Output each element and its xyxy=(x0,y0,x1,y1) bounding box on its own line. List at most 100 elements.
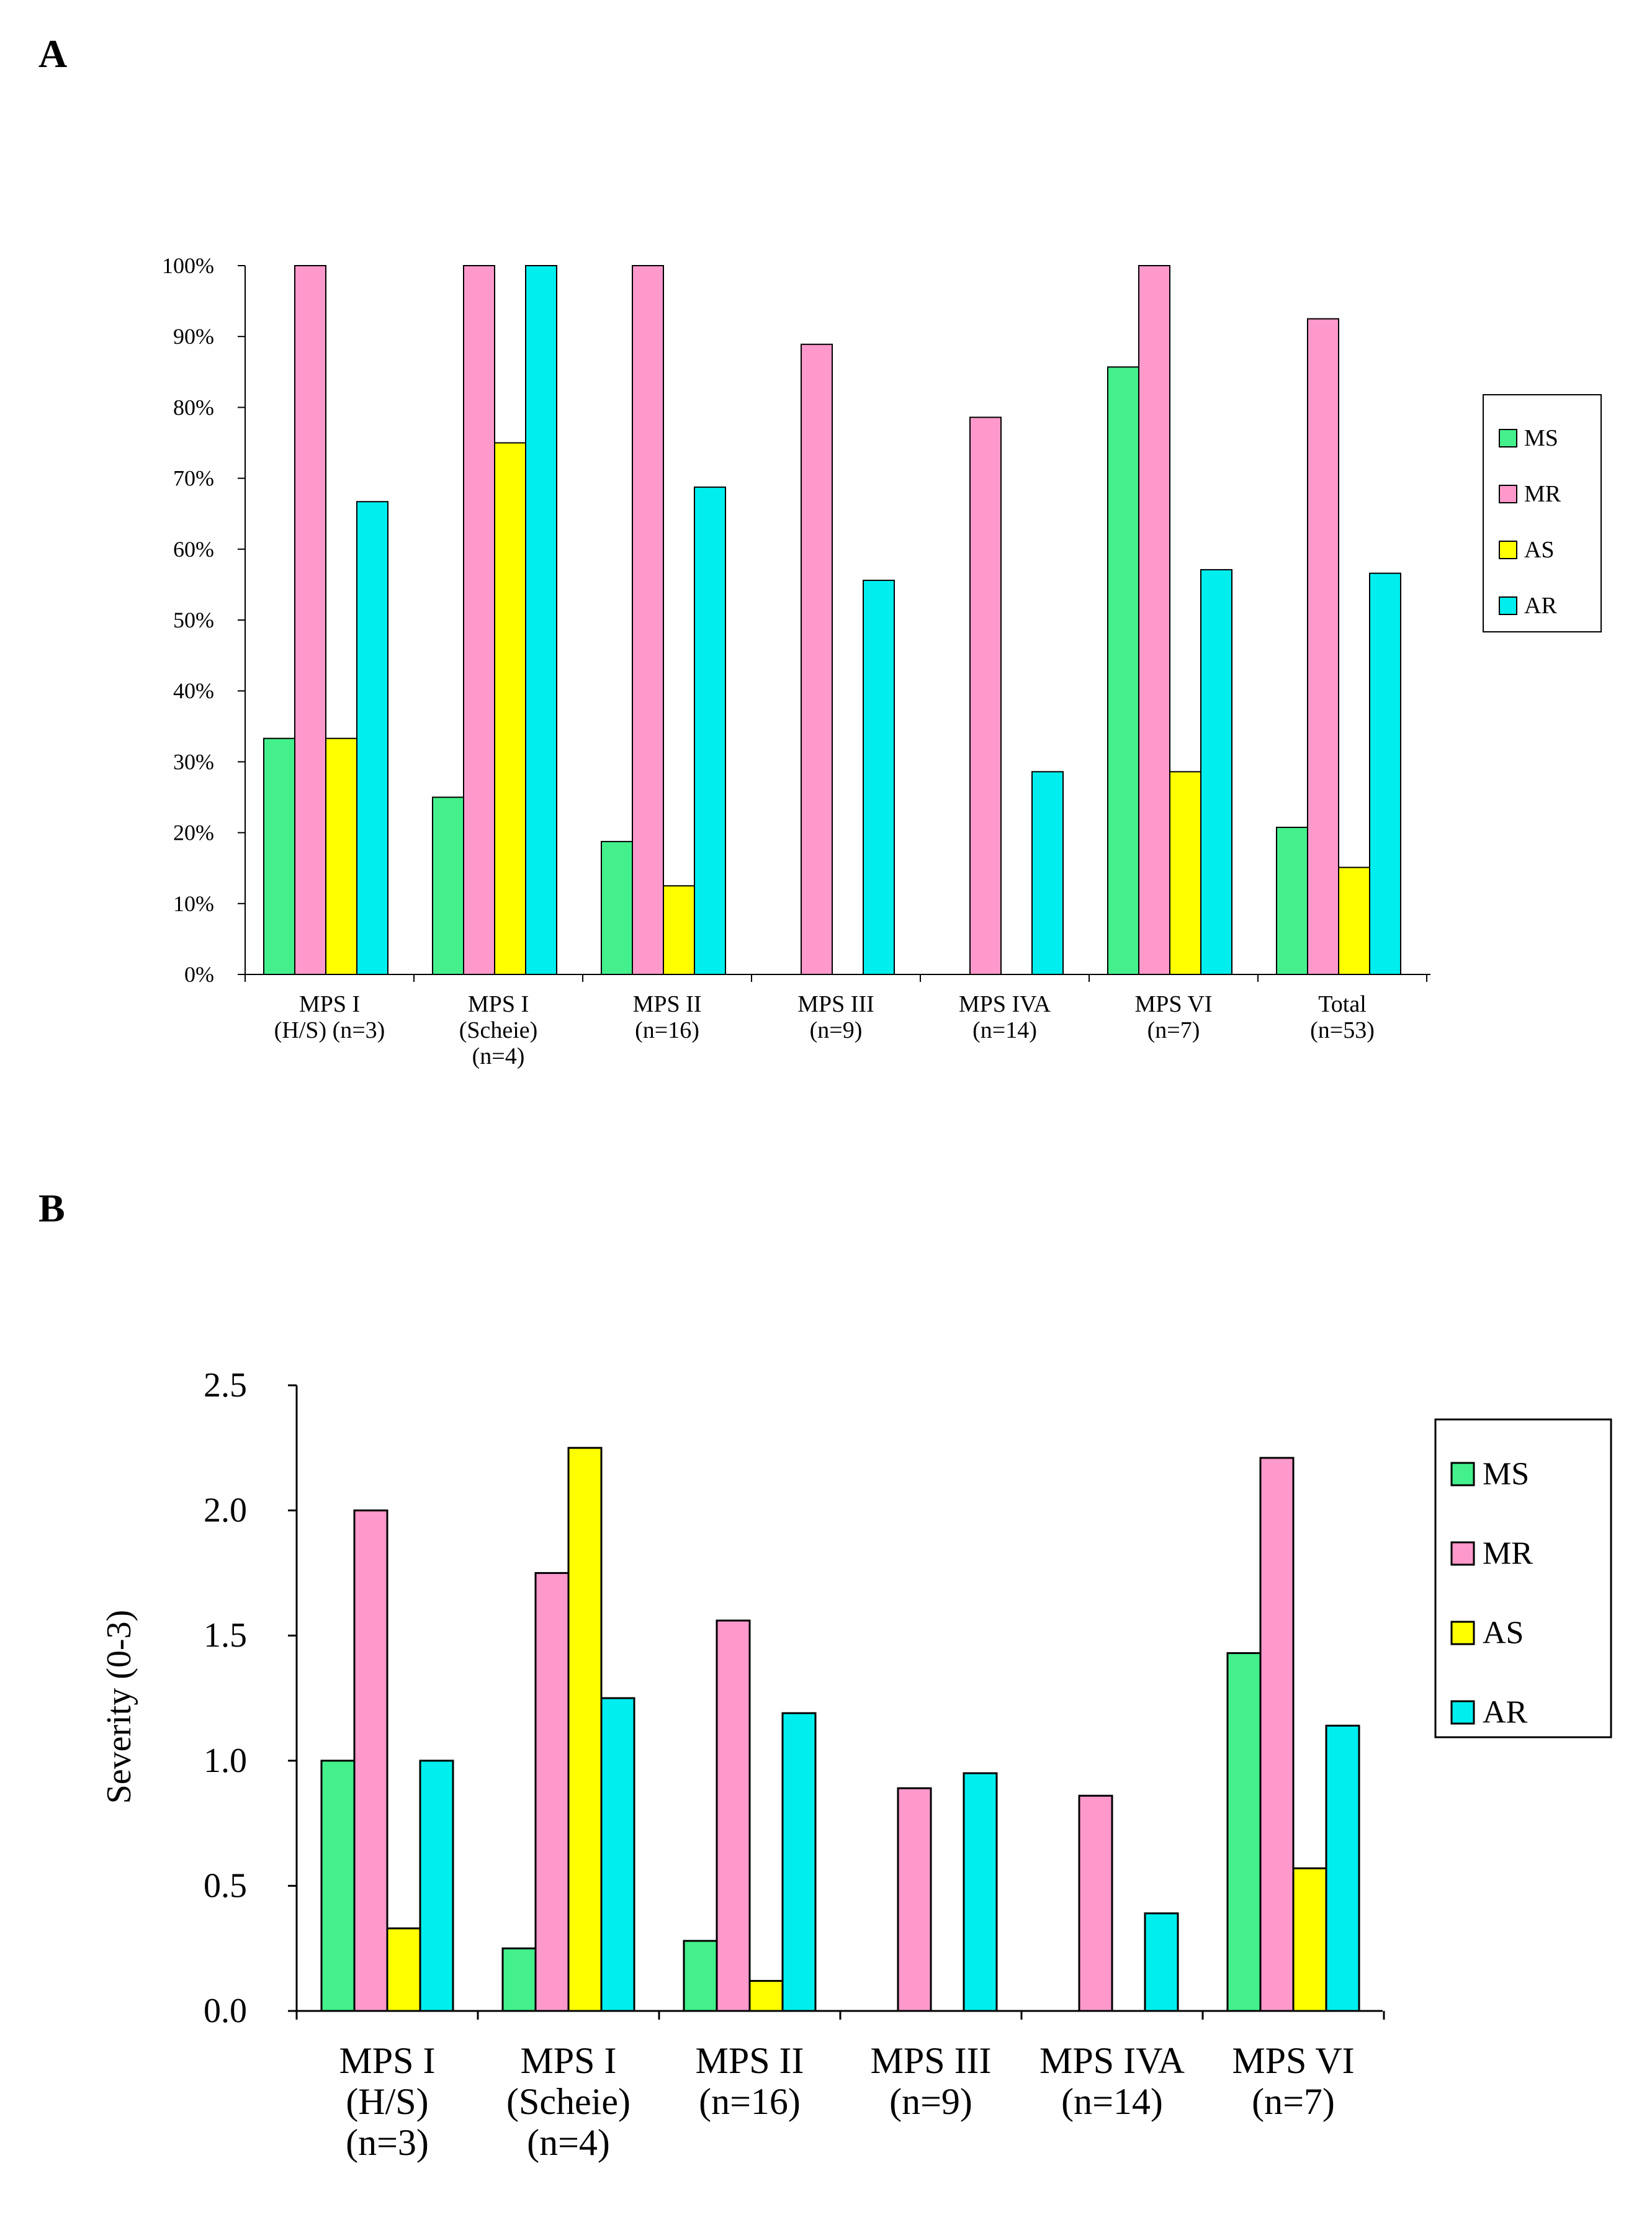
chart-a-bar-ms xyxy=(432,796,464,975)
chart-b-x-tick-label: MPS III xyxy=(870,2040,991,2081)
chart-a-legend-swatch-ar xyxy=(1499,596,1517,615)
chart-a-legend-label: MR xyxy=(1524,481,1561,507)
chart-a-x-tick-label: MPS VI xyxy=(1135,991,1213,1017)
chart-b-legend-swatch-as xyxy=(1450,1621,1475,1645)
chart-a-bar-mr xyxy=(294,265,326,975)
chart-b-x-tick-label: MPS VI xyxy=(1232,2040,1354,2081)
chart-a-bar-ms xyxy=(1107,366,1139,975)
chart-a-x-tick-label: Total xyxy=(1318,991,1367,1017)
chart-a-bar-as xyxy=(663,885,695,975)
chart-a-y-tick-label: 0% xyxy=(184,962,214,987)
chart-b-x-tick-label: (Scheie) xyxy=(506,2081,631,2122)
chart-b-legend-label: AS xyxy=(1483,1616,1524,1651)
chart-b-y-tick-label: 1.5 xyxy=(204,1616,247,1655)
chart-b-x-tick-label: (n=16) xyxy=(699,2081,801,2122)
chart-a-x-tick-label: (Scheie) xyxy=(459,1017,538,1043)
chart-b-bar-ms xyxy=(320,1760,356,2012)
chart-a-y-tick-label: 30% xyxy=(173,749,214,774)
chart-a-legend-label: MS xyxy=(1524,425,1558,451)
chart-b-legend-label: MR xyxy=(1483,1536,1533,1572)
chart-b-y-tick-label: 1.0 xyxy=(204,1742,247,1780)
chart-a-y-tick-label: 50% xyxy=(173,608,214,632)
panel-b-label: B xyxy=(38,1186,65,1230)
chart-a-bar-mr xyxy=(969,416,1002,975)
chart-a-bar-mr xyxy=(1307,318,1339,975)
chart-a-bar-ms xyxy=(601,840,633,975)
chart-a-y-tick-label: 70% xyxy=(173,466,214,491)
chart-a-bar-ar xyxy=(1369,572,1401,975)
chart-b-y-tick-label: 0.5 xyxy=(204,1866,247,1905)
chart-a-x-tick-label: (n=4) xyxy=(472,1043,525,1069)
chart-b-bar-ar xyxy=(1325,1724,1360,2012)
chart-b-y-tick-label: 2.0 xyxy=(204,1491,247,1530)
chart-b-legend-swatch-ar xyxy=(1450,1700,1475,1725)
chart-b-bar-ar xyxy=(963,1772,998,2012)
chart-a-bar-as xyxy=(325,737,357,975)
chart-a-y-tick-label: 80% xyxy=(173,395,214,420)
chart-a-x-tick-label: (n=14) xyxy=(972,1017,1037,1043)
chart-a-bar-mr xyxy=(801,343,833,975)
chart-b-x-tick-label: (H/S) xyxy=(346,2081,428,2122)
chart-b-x-tick-label: MPS I xyxy=(339,2040,435,2081)
chart-a-bar-mr xyxy=(463,265,495,975)
chart-a-bar-ar xyxy=(1200,569,1232,975)
chart-b-bar-mr xyxy=(897,1787,932,2012)
chart-a-bar-ar xyxy=(694,486,726,975)
chart-b-legend-label: AR xyxy=(1483,1695,1528,1730)
panel-a-label: A xyxy=(38,32,67,76)
chart-b-legend-swatch-ms xyxy=(1450,1462,1475,1486)
chart-a-bar-ar xyxy=(863,580,895,975)
chart-a-bar-ms xyxy=(1276,827,1308,976)
chart-b-x-tick-label: (n=14) xyxy=(1061,2081,1163,2122)
chart-b-bar-ms xyxy=(683,1940,718,2012)
chart-a-x-tick-label: (n=16) xyxy=(635,1017,699,1043)
chart-b-bar-mr xyxy=(353,1509,388,2012)
chart-a-bar-ar xyxy=(525,265,557,975)
chart-b-bar-ar xyxy=(1144,1912,1179,2012)
chart-b-y-tick-label: 0.0 xyxy=(204,1992,247,2030)
chart-a-x-tick-label: MPS III xyxy=(797,991,874,1017)
chart-a-bar-ar xyxy=(356,501,388,975)
chart-a: 0%10%20%30%40%50%60%70%80%90%100%MPS I(H… xyxy=(162,253,1602,1069)
chart-b-legend-label: MS xyxy=(1483,1457,1529,1492)
chart-a-legend-swatch-ms xyxy=(1499,429,1517,447)
chart-b-bar-mr xyxy=(716,1619,751,2012)
chart-a-bar-as xyxy=(1338,866,1370,975)
chart-a-legend-swatch-as xyxy=(1499,541,1517,559)
chart-a-legend-label: AR xyxy=(1524,593,1557,619)
chart-a-x-tick-label: MPS II xyxy=(633,991,702,1017)
chart-a-x-tick-label: MPS IVA xyxy=(959,991,1051,1017)
chart-a-legend-swatch-mr xyxy=(1499,485,1517,503)
chart-b-bar-ar xyxy=(419,1760,454,2012)
chart-a-y-tick-label: 60% xyxy=(173,537,214,562)
chart-b-x-tick-label: (n=9) xyxy=(889,2081,972,2122)
chart-a-x-tick-label: MPS I xyxy=(468,991,529,1017)
chart-b-x-tick-label: (n=3) xyxy=(346,2122,429,2163)
chart-a-bar-mr xyxy=(632,265,664,975)
chart-a-bar-as xyxy=(494,442,526,975)
chart-a-y-tick-label: 90% xyxy=(173,324,214,349)
chart-b-bar-as xyxy=(1292,1867,1327,2012)
chart-b-y-axis-title: Severity (0-3) xyxy=(100,1610,138,1804)
chart-a-bar-as xyxy=(1169,771,1201,975)
chart-a-legend-label: AS xyxy=(1524,537,1555,563)
chart-b-bar-as xyxy=(567,1447,603,2012)
chart-a-y-tick-label: 100% xyxy=(162,253,214,278)
chart-b-bar-mr xyxy=(1259,1457,1295,2012)
chart-a-x-tick-label: (H/S) (n=3) xyxy=(274,1017,385,1043)
chart-a-y-tick-label: 40% xyxy=(173,678,214,703)
chart-a-bar-ar xyxy=(1031,771,1064,975)
chart-b-x-tick-label: MPS I xyxy=(520,2040,616,2081)
chart-a-x-tick-label: (n=9) xyxy=(810,1017,863,1043)
chart-b-bar-mr xyxy=(1078,1794,1113,2012)
chart-a-x-tick-label: (n=7) xyxy=(1147,1017,1200,1043)
chart-b-x-tick-label: (n=4) xyxy=(527,2122,610,2163)
chart-b-bar-as xyxy=(386,1927,421,2012)
chart-b-bar-ar xyxy=(781,1712,817,2012)
chart-a-bar-mr xyxy=(1138,265,1170,975)
chart-b-y-tick-label: 2.5 xyxy=(204,1366,247,1405)
chart-b-bar-ar xyxy=(600,1697,635,2012)
chart-b-bar-ms xyxy=(501,1947,537,2012)
